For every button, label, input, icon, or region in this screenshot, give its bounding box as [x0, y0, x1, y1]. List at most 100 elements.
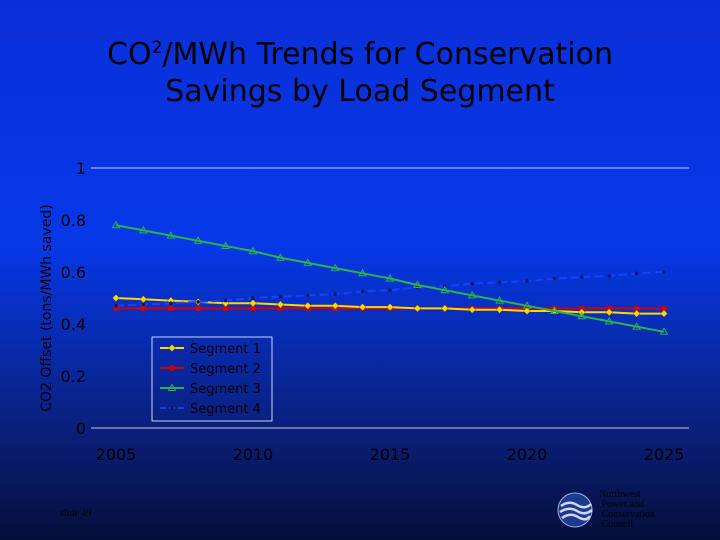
series-1-point — [441, 304, 449, 313]
series-1-point — [276, 300, 285, 309]
series-2-point — [250, 305, 256, 311]
series-1 — [112, 294, 668, 318]
slide-number-label: slide 49 — [60, 508, 92, 519]
series-4-point — [607, 274, 611, 278]
series-2-point — [277, 305, 283, 311]
legend-label: Segment 3 — [190, 382, 261, 397]
series-4-point — [360, 289, 365, 294]
series-3-point — [467, 290, 477, 299]
council-logo: Northwest Power and Conservation Council — [555, 490, 715, 534]
series-1-point — [304, 302, 312, 310]
x-tick-label: 2015 — [370, 445, 411, 464]
series-4-line — [115, 271, 665, 307]
series-2-point — [140, 305, 146, 311]
series-1-point — [221, 299, 230, 307]
series-4-point — [497, 280, 502, 285]
series-4-point — [333, 292, 338, 296]
series-4-point — [552, 276, 557, 281]
series-3-point — [385, 274, 395, 282]
series-1-point — [358, 303, 367, 311]
series-3-point — [111, 220, 121, 229]
series-3-point — [522, 301, 532, 309]
series-4-point — [580, 275, 584, 280]
series-4-point — [634, 271, 639, 276]
legend-box — [151, 336, 273, 422]
x-tick-label: 2020 — [507, 445, 548, 464]
title-line1-pre: CO — [107, 37, 152, 72]
series-3-point — [139, 225, 148, 234]
series-2-point — [223, 305, 229, 311]
series-3-point — [221, 241, 230, 249]
series-3-point — [632, 322, 641, 330]
series-3-point — [303, 258, 313, 266]
series-3-point — [166, 231, 176, 239]
series-4 — [114, 270, 666, 308]
y-tick-label: 1 — [76, 159, 86, 178]
series-4-point — [223, 298, 228, 303]
series-3-point — [577, 311, 587, 320]
series-3-point — [495, 296, 504, 304]
series-1-point — [523, 307, 531, 315]
series-3-point — [659, 327, 669, 335]
series-1-point — [249, 299, 257, 307]
series-4-point — [114, 304, 118, 308]
series-3-point — [358, 268, 367, 277]
series-3-point — [193, 236, 203, 244]
series-2-point — [661, 305, 667, 311]
series-2-point — [195, 305, 201, 311]
legend-marker — [167, 383, 177, 391]
series-2-point — [168, 305, 174, 311]
legend-marker — [169, 365, 175, 371]
series-2-point — [606, 305, 612, 311]
logo-text: Northwest Power and Conservation Council — [599, 489, 655, 530]
series-1-point — [331, 302, 339, 310]
series-4-point — [388, 288, 392, 293]
series-3-point — [248, 246, 258, 255]
series-4-point — [662, 270, 666, 274]
title-line1-sup: 2 — [151, 38, 163, 58]
legend: Segment 1 Segment 2 Segment 3 Segment 4 — [151, 336, 273, 422]
series-3-point — [604, 316, 614, 325]
series-3 — [111, 220, 669, 335]
series-4-point — [141, 302, 146, 307]
series-1-point — [413, 304, 422, 313]
series-3-point — [413, 280, 422, 288]
series-1-point — [112, 294, 120, 302]
series-4-point — [470, 281, 475, 286]
legend-label: Segment 1 — [190, 342, 261, 357]
series-1-point — [139, 295, 148, 304]
series-2-point — [579, 305, 585, 311]
swirl-logo-icon — [557, 492, 593, 528]
series-4-point — [278, 294, 283, 299]
legend-label: Segment 4 — [190, 402, 261, 417]
y-tick-label: 0.8 — [61, 211, 86, 230]
series-3-point — [276, 253, 285, 261]
x-tick-label: 2005 — [96, 445, 137, 464]
series-3-point — [440, 285, 450, 294]
series-4-point — [196, 300, 200, 304]
legend-marker — [170, 406, 174, 410]
series-1-point — [468, 305, 476, 314]
series-4-point — [169, 301, 173, 306]
series-1-point — [660, 309, 668, 318]
series-1-point — [632, 309, 641, 318]
series-2-point — [634, 305, 640, 311]
series-4-point — [306, 293, 310, 298]
series-3-point — [330, 263, 340, 272]
x-tick-label: 2025 — [644, 445, 685, 464]
legend-marker — [168, 344, 176, 352]
y-tick-label: 0.6 — [61, 263, 86, 282]
series-4-point — [525, 279, 529, 283]
y-tick-label: 0.2 — [61, 367, 86, 386]
slide-title: CO2/MWh Trends for Conservation Savings … — [20, 30, 700, 110]
x-tick-label: 2010 — [233, 445, 274, 464]
series-1-point — [495, 305, 504, 314]
y-axis-label: CO2 Offset (tons/MWh saved) — [39, 204, 55, 411]
series-1-point — [386, 303, 394, 311]
series-2-point — [113, 305, 119, 311]
y-tick-label: 0.4 — [61, 315, 86, 334]
legend-label: Segment 2 — [190, 362, 261, 377]
series-3-line — [115, 224, 665, 333]
title-line1-post: /MWh Trends for Conservation — [162, 37, 613, 72]
